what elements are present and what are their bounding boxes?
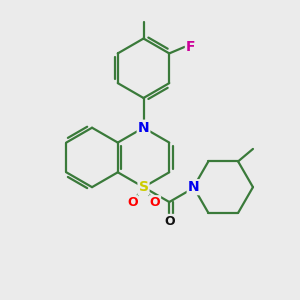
Text: S: S xyxy=(139,180,148,194)
Text: O: O xyxy=(149,196,160,209)
Text: O: O xyxy=(164,215,175,228)
Text: F: F xyxy=(186,40,195,54)
Text: O: O xyxy=(127,196,137,209)
Text: N: N xyxy=(138,121,149,135)
Text: N: N xyxy=(188,180,199,194)
